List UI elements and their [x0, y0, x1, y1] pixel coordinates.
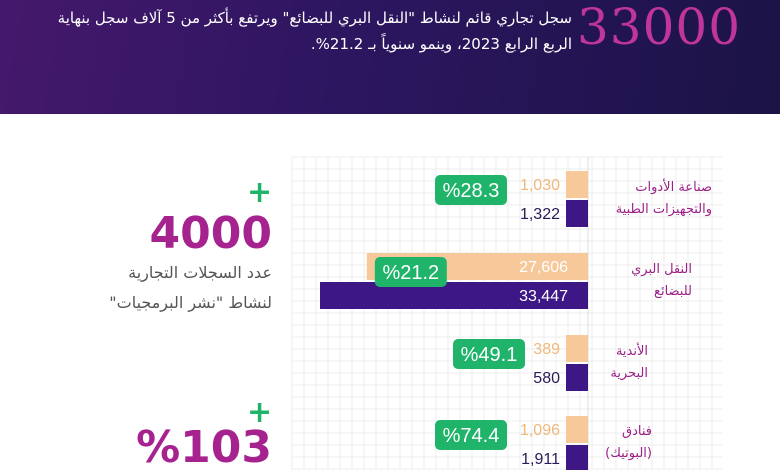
kpi-plus-icon: +	[247, 395, 273, 430]
growth-badge	[453, 339, 525, 369]
bar-current	[566, 364, 588, 391]
category-label-line: للبضائع	[654, 284, 692, 299]
kpi-value: %103	[136, 422, 272, 470]
growth-label: %28.3	[443, 180, 500, 202]
value-label-current: 33,447	[519, 288, 568, 305]
growth-label: %49.1	[461, 344, 518, 366]
value-label-previous: 1,096	[520, 422, 560, 439]
value-label-previous: 27,606	[519, 259, 568, 276]
category-label-line: فنادق	[622, 424, 652, 439]
kpi-caption-line: عدد السجلات التجارية	[128, 263, 272, 282]
growth-badge	[435, 175, 507, 205]
header-banner: 33000 سجل تجاري قائم لنشاط "النقل البري …	[0, 0, 780, 114]
growth-label: %74.4	[443, 425, 500, 447]
value-label-current: 1,911	[521, 451, 560, 468]
growth-badge	[374, 257, 447, 287]
value-label-previous: 389	[533, 341, 560, 358]
category-label-medical: صناعة الأدوات والتجهيزات الطبية	[592, 177, 712, 221]
value-label-previous: 1,030	[520, 177, 560, 194]
category-label-land-transport: النقل البري للبضائع	[572, 259, 692, 303]
category-label-line: (البوتيك)	[605, 446, 652, 461]
value-label-current: 1,322	[520, 206, 560, 223]
headline-number: 33000	[577, 0, 742, 56]
category-label-line: والتجهيزات الطبية	[615, 202, 712, 217]
kpi-caption-line: لنشاط "نشر البرمجيات"	[109, 293, 272, 312]
category-label-line: صناعة الأدوات	[635, 180, 712, 195]
growth-label: %21.2	[382, 262, 439, 284]
kpi-plus-icon: +	[247, 175, 273, 210]
kpi-value: 4000	[149, 208, 272, 259]
category-label-marine-clubs: الأندية البحرية	[528, 341, 648, 385]
bar-previous	[566, 171, 588, 198]
category-label-boutique-hotels: فنادق (البوتيك)	[532, 421, 652, 465]
bar-current	[320, 282, 588, 309]
kpi-caption: عدد السجلات التجارية لنشاط "نشر البرمجيا…	[40, 258, 272, 318]
bar-current	[566, 445, 588, 470]
bar-previous	[566, 335, 588, 362]
headline-text: سجل تجاري قائم لنشاط "النقل البري للبضائ…	[57, 9, 572, 53]
category-label-line: البحرية	[610, 366, 648, 381]
bar-current	[566, 200, 588, 227]
bar-previous	[566, 416, 588, 443]
category-label-line: الأندية	[615, 344, 648, 359]
value-label-current: 580	[533, 370, 560, 387]
growth-badge	[435, 420, 507, 450]
category-label-line: النقل البري	[631, 262, 692, 277]
